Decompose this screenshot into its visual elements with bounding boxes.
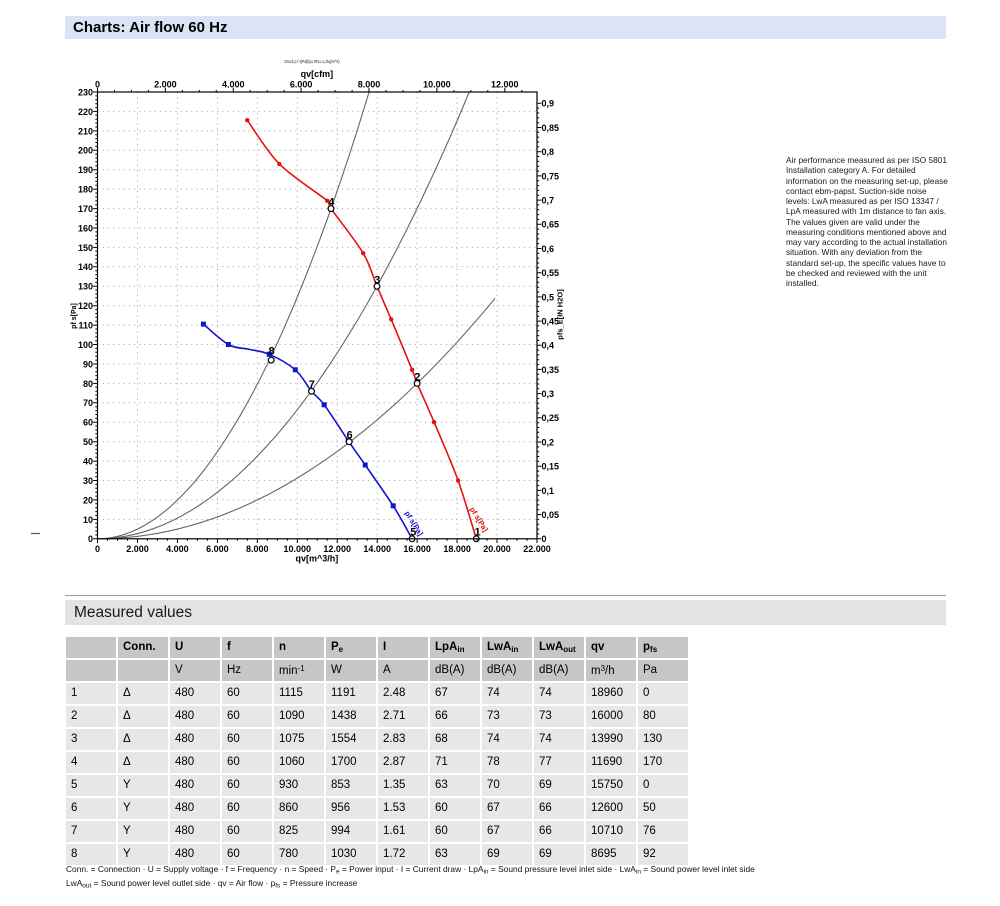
svg-text:5: 5 (410, 527, 416, 539)
svg-text:110: 110 (78, 321, 93, 331)
svg-text:0,4: 0,4 (542, 341, 555, 351)
svg-text:0,15: 0,15 (542, 462, 560, 472)
svg-text:150: 150 (78, 243, 93, 253)
svg-text:2.000: 2.000 (154, 79, 177, 89)
svg-text:6.000: 6.000 (290, 79, 313, 89)
svg-text:0,6: 0,6 (542, 244, 555, 254)
svg-text:qv[cfm]: qv[cfm] (301, 69, 334, 79)
svg-text:0,35: 0,35 (542, 365, 560, 375)
svg-text:10: 10 (83, 515, 93, 525)
svg-text:6.000: 6.000 (206, 544, 229, 554)
svg-text:20: 20 (83, 495, 93, 505)
svg-text:20.000: 20.000 (483, 544, 511, 554)
svg-text:4.000: 4.000 (222, 79, 245, 89)
svg-text:8: 8 (268, 346, 274, 358)
svg-text:0,7: 0,7 (542, 196, 555, 206)
svg-text:210: 210 (78, 126, 93, 136)
svg-text:160: 160 (78, 223, 93, 233)
svg-text:0,85: 0,85 (542, 123, 560, 133)
svg-text:100: 100 (78, 340, 93, 350)
svg-text:50: 50 (83, 437, 93, 447)
svg-text:16.000: 16.000 (403, 544, 431, 554)
svg-text:18.000: 18.000 (443, 544, 471, 554)
svg-text:Druck p f s[Pa]f(qv Rho=1,2kg/: Druck p f s[Pa]f(qv Rho=1,2kg/m^3) (285, 59, 340, 64)
svg-text:qv[m^3/h]: qv[m^3/h] (296, 554, 339, 564)
svg-text:90: 90 (83, 359, 93, 369)
svg-text:0: 0 (88, 534, 93, 544)
svg-text:0,25: 0,25 (542, 413, 560, 423)
svg-text:40: 40 (83, 457, 93, 467)
svg-text:0,65: 0,65 (542, 220, 560, 230)
svg-text:4: 4 (328, 197, 335, 209)
svg-text:70: 70 (83, 398, 93, 408)
svg-text:0: 0 (95, 79, 100, 89)
svg-text:60: 60 (83, 418, 93, 428)
svg-text:4.000: 4.000 (166, 544, 189, 554)
svg-text:3: 3 (374, 274, 380, 286)
svg-text:14.000: 14.000 (363, 544, 391, 554)
svg-text:6: 6 (346, 430, 352, 442)
svg-text:220: 220 (78, 107, 93, 117)
svg-text:10.000: 10.000 (423, 79, 451, 89)
svg-text:1: 1 (474, 527, 480, 539)
svg-text:10.000: 10.000 (284, 544, 312, 554)
svg-text:2.000: 2.000 (126, 544, 149, 554)
svg-text:80: 80 (83, 379, 93, 389)
svg-text:0,8: 0,8 (542, 147, 555, 157)
svg-text:140: 140 (78, 262, 93, 272)
svg-text:12.000: 12.000 (491, 79, 519, 89)
svg-text:230: 230 (78, 87, 93, 97)
svg-text:7: 7 (309, 379, 315, 391)
svg-text:pfs_E[IN H2O]: pfs_E[IN H2O] (556, 289, 565, 340)
svg-text:0,3: 0,3 (542, 389, 555, 399)
svg-text:8.000: 8.000 (246, 544, 269, 554)
svg-text:12.000: 12.000 (323, 544, 351, 554)
svg-text:0,2: 0,2 (542, 437, 555, 447)
svg-text:130: 130 (78, 282, 93, 292)
svg-text:0: 0 (95, 544, 100, 554)
svg-text:2: 2 (414, 371, 420, 383)
svg-text:180: 180 (78, 185, 93, 195)
svg-text:0,75: 0,75 (542, 171, 560, 181)
svg-text:22.000: 22.000 (523, 544, 551, 554)
svg-text:30: 30 (83, 476, 93, 486)
svg-text:0,5: 0,5 (542, 292, 555, 302)
svg-text:8.000: 8.000 (358, 79, 381, 89)
svg-text:0,1: 0,1 (542, 486, 555, 496)
svg-text:0,05: 0,05 (542, 510, 560, 520)
svg-text:0,9: 0,9 (542, 99, 555, 109)
svg-text:120: 120 (78, 301, 93, 311)
svg-text:0,45: 0,45 (542, 317, 560, 327)
svg-text:pf s[Pa]: pf s[Pa] (71, 303, 78, 329)
svg-text:0,55: 0,55 (542, 268, 560, 278)
svg-text:200: 200 (78, 146, 93, 156)
svg-text:170: 170 (78, 204, 93, 214)
svg-text:0: 0 (542, 534, 547, 544)
svg-text:190: 190 (78, 165, 93, 175)
